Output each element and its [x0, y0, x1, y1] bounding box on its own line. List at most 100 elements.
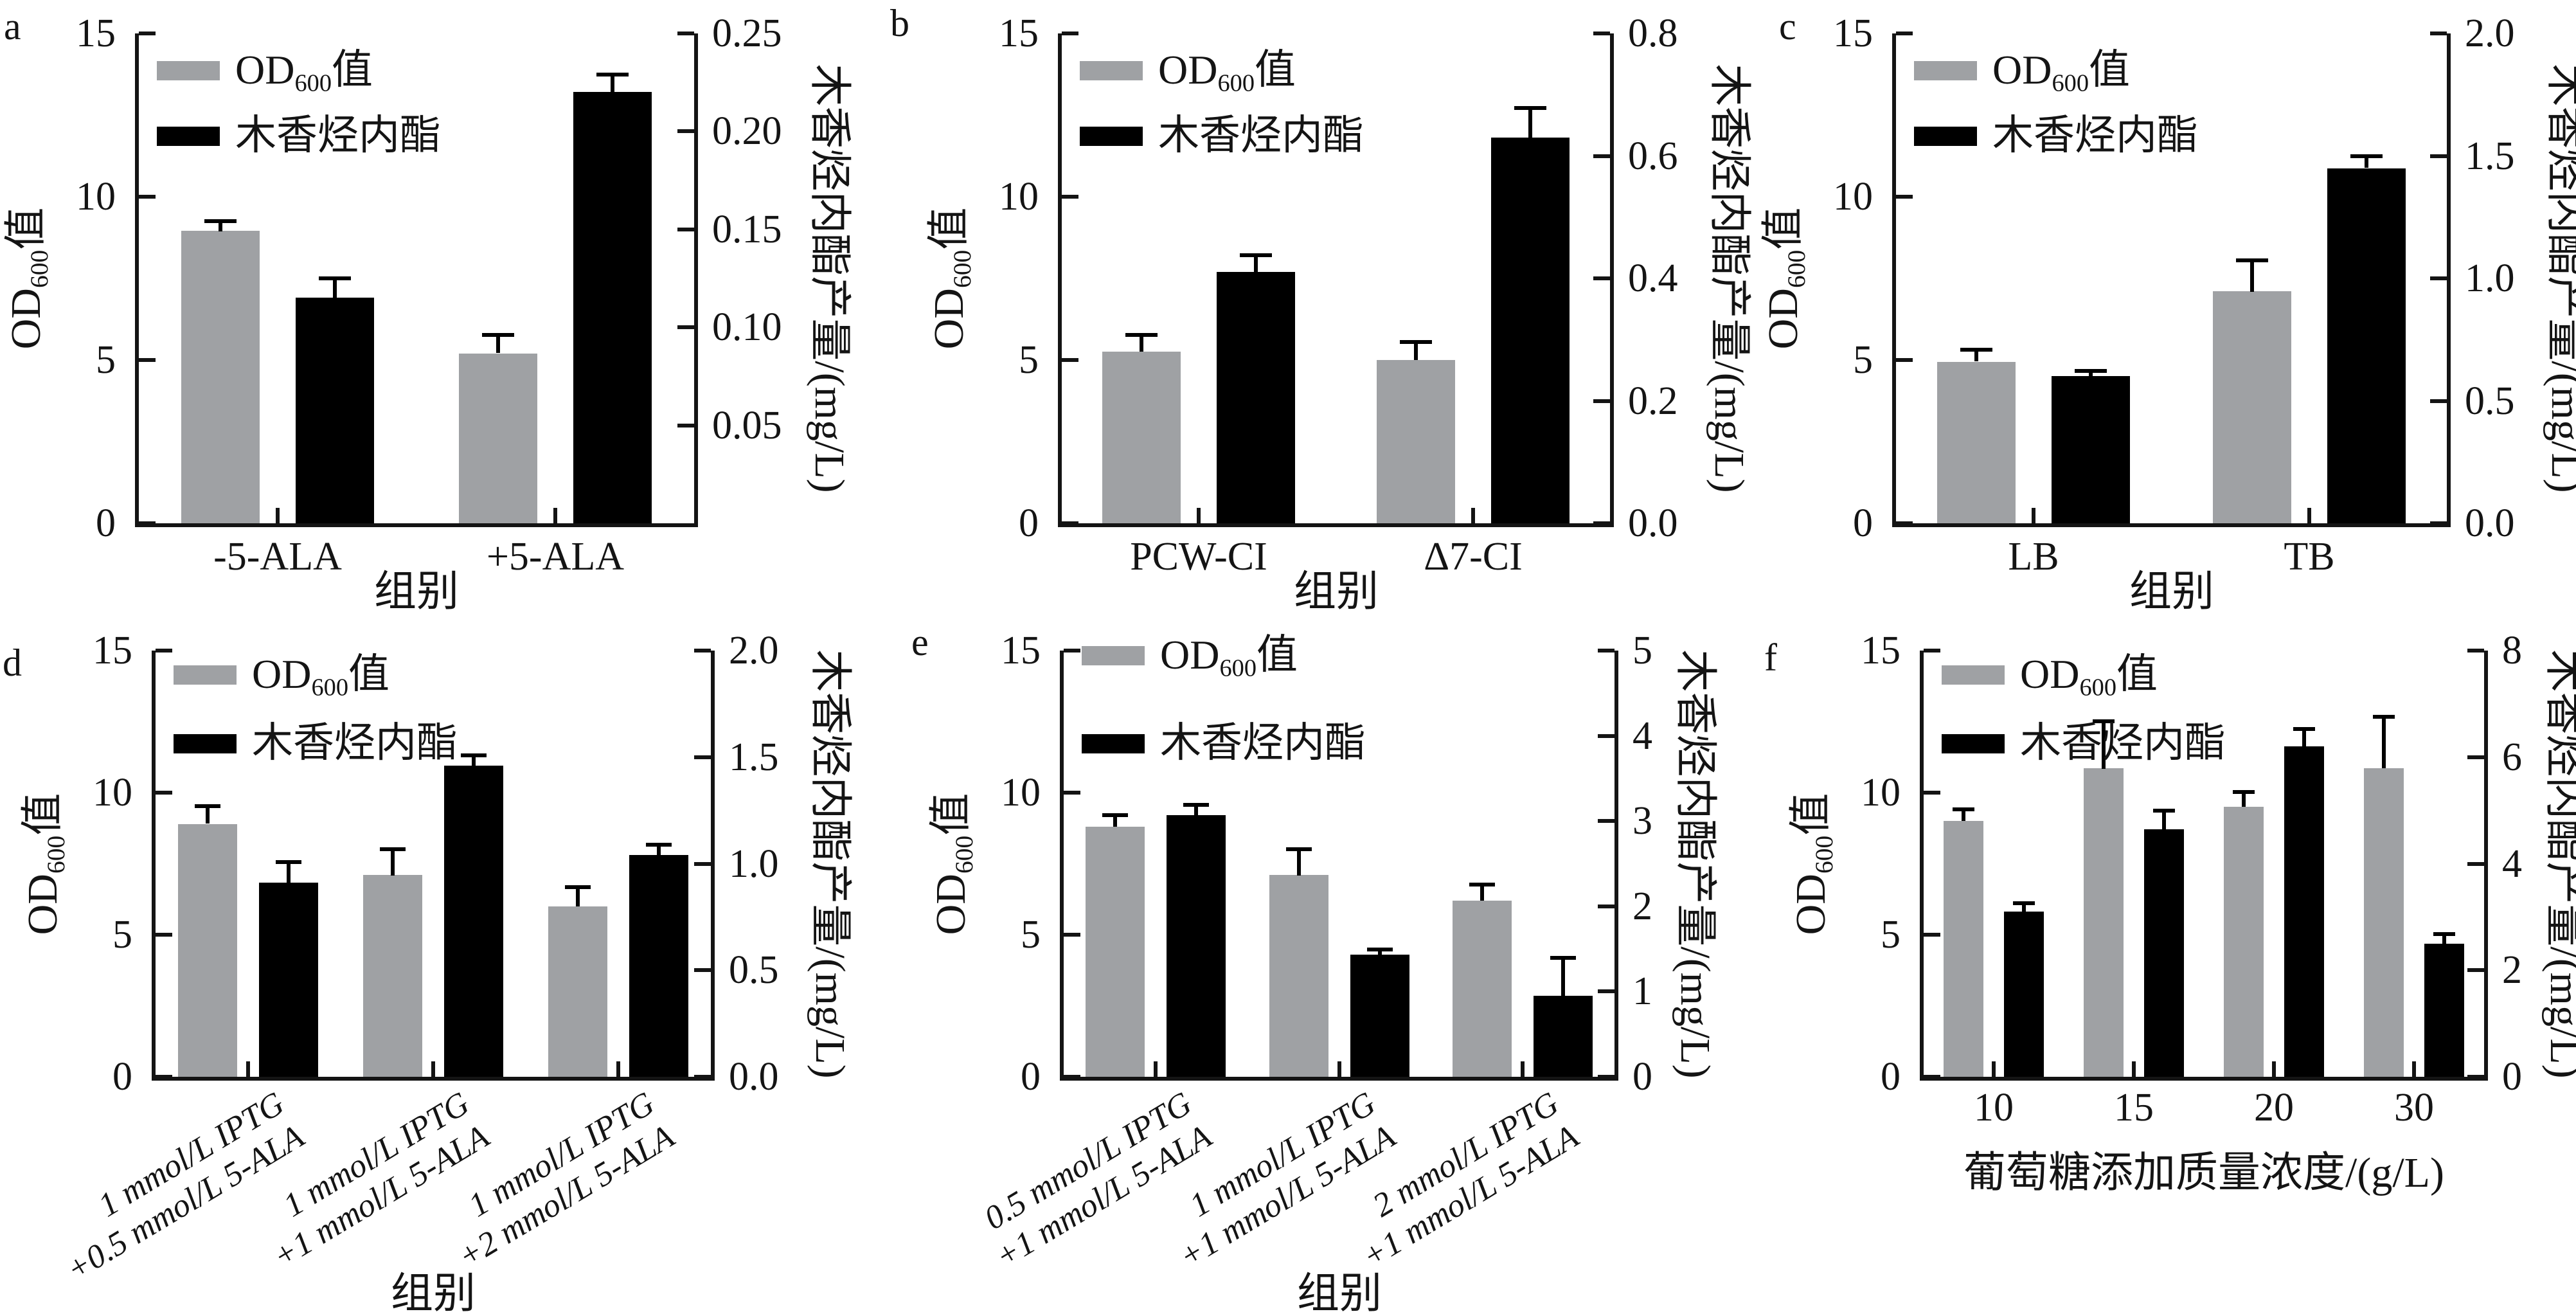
- od-label-suffix: 值: [1257, 632, 1298, 678]
- right-tick-f: [2467, 968, 2484, 972]
- od-label-suffix: 值: [2089, 47, 2131, 93]
- left-tick-label-f: 15: [1861, 629, 1901, 672]
- od-errorbar-f-2: [2102, 723, 2106, 769]
- od-bar-b-2: [1377, 360, 1455, 523]
- left-tick-b: [1062, 32, 1078, 35]
- od-label-suffix: 值: [927, 793, 975, 836]
- left-tick-e: [1064, 1075, 1080, 1079]
- panel-letter-f: f: [1764, 636, 1777, 679]
- od-errorbar-e-1: [1113, 817, 1117, 827]
- right-axis-title-e: 木香烃内酯产量/(mg/L): [1672, 649, 1719, 1079]
- left-tick-label-b: 5: [1019, 338, 1039, 382]
- x-tick-e: [1337, 1061, 1341, 1077]
- category-label-c-1: LB: [2008, 535, 2059, 579]
- od-label-subscript: 600: [2052, 69, 2089, 97]
- od-label-prefix: OD: [1992, 47, 2052, 93]
- right-tick-label-a: 0.15: [712, 208, 782, 251]
- left-axis-c: [1892, 33, 1896, 527]
- product-errorbar-cap-e-1: [1183, 803, 1209, 807]
- left-axis-title-d: OD600值: [19, 793, 79, 935]
- x-tick-f: [2412, 1061, 2416, 1077]
- od-errorbar-e-2: [1297, 851, 1301, 876]
- left-axis-a: [135, 33, 139, 527]
- right-tick-c: [2430, 32, 2447, 35]
- left-tick-label-e: 5: [1021, 913, 1041, 957]
- od-label-suffix: 值: [348, 651, 390, 697]
- od-errorbar-cap-f-1: [1953, 807, 1974, 811]
- right-axis-a: [694, 33, 698, 527]
- od-label-prefix: OD: [1760, 288, 1807, 350]
- od-label-subscript: 600: [311, 674, 349, 701]
- panel-letter-e: e: [911, 621, 929, 663]
- product-bar-b-1: [1217, 272, 1295, 523]
- left-tick-c: [1896, 195, 1913, 199]
- right-tick-f: [2467, 862, 2484, 866]
- left-tick-label-f: 0: [1881, 1055, 1901, 1099]
- product-errorbar-cap-a-2: [596, 73, 629, 76]
- x-tick-e: [1521, 1061, 1525, 1077]
- right-tick-d: [694, 968, 711, 972]
- product-errorbar-f-4: [2442, 936, 2446, 944]
- x-axis-title-b: 组别: [1294, 568, 1379, 615]
- x-tick-d: [246, 1061, 250, 1077]
- legend-od-swatch-a: [157, 61, 220, 80]
- product-errorbar-e-1: [1194, 807, 1198, 815]
- right-tick-label-f: 0: [2502, 1055, 2522, 1099]
- product-errorbar-a-1: [333, 280, 337, 298]
- right-tick-e: [1598, 819, 1614, 823]
- legend-od-label-b: OD600值: [1158, 48, 1296, 106]
- left-tick-label-a: 5: [96, 338, 116, 382]
- left-tick-d: [156, 791, 172, 795]
- od-label-suffix: 值: [3, 207, 50, 250]
- od-errorbar-b-2: [1414, 344, 1418, 360]
- od-errorbar-b-1: [1140, 337, 1143, 352]
- product-bar-c-1: [2052, 376, 2130, 523]
- right-tick-label-e: 3: [1632, 799, 1652, 843]
- category-label-f-1: 10: [1974, 1086, 2014, 1130]
- od-label-subscript: 600: [1782, 249, 1811, 289]
- od-label-suffix: 值: [1760, 207, 1807, 250]
- panel-letter-b: b: [890, 2, 909, 44]
- right-tick-label-f: 8: [2502, 629, 2522, 672]
- x-tick-b: [1471, 508, 1475, 523]
- product-errorbar-cap-c-2: [2350, 154, 2383, 158]
- left-tick-b: [1062, 358, 1078, 362]
- legend-product-label-c: 木香烃内酯: [1992, 113, 2198, 158]
- od-label-prefix: OD: [1160, 632, 1220, 678]
- od-errorbar-cap-d-3: [565, 885, 591, 889]
- left-tick-e: [1064, 791, 1080, 795]
- right-axis-d: [711, 651, 715, 1081]
- right-tick-a: [677, 325, 694, 329]
- x-axis-title-c: 组别: [2129, 568, 2214, 615]
- left-tick-label-f: 10: [1861, 771, 1901, 815]
- right-tick-f: [2467, 755, 2484, 759]
- od-errorbar-cap-c-1: [1960, 348, 1992, 352]
- product-errorbar-b-1: [1254, 257, 1258, 273]
- left-tick-label-e: 15: [1001, 629, 1041, 672]
- product-bar-f-4: [2424, 944, 2464, 1077]
- right-tick-c: [2430, 521, 2447, 525]
- od-label-prefix: OD: [927, 874, 975, 935]
- right-axis-f: [2484, 651, 2488, 1081]
- right-tick-label-e: 2: [1632, 885, 1652, 928]
- right-tick-label-b: 0.8: [1628, 12, 1678, 55]
- right-axis-e: [1614, 651, 1618, 1081]
- od-label-prefix: OD: [1158, 47, 1218, 93]
- left-tick-label-e: 10: [1001, 771, 1041, 815]
- left-tick-label-f: 5: [1881, 913, 1901, 957]
- right-axis-title-c: 木香烃内酯产量/(mg/L): [2543, 64, 2576, 493]
- product-errorbar-a-2: [611, 76, 614, 92]
- product-bar-f-3: [2284, 746, 2324, 1077]
- left-tick-a: [139, 521, 156, 525]
- left-tick-c: [1896, 32, 1913, 35]
- right-tick-label-d: 0.5: [729, 948, 779, 992]
- right-tick-f: [2467, 1075, 2484, 1079]
- legend-product-label-f: 木香烃内酯: [2020, 720, 2226, 766]
- left-tick-f: [1924, 1075, 1940, 1079]
- right-tick-a: [677, 228, 694, 231]
- right-tick-label-c: 1.5: [2465, 134, 2515, 178]
- od-bar-f-2: [2084, 768, 2124, 1077]
- od-label-suffix: 值: [332, 47, 373, 93]
- od-label-subscript: 600: [24, 249, 53, 289]
- od-errorbar-cap-f-3: [2233, 790, 2255, 794]
